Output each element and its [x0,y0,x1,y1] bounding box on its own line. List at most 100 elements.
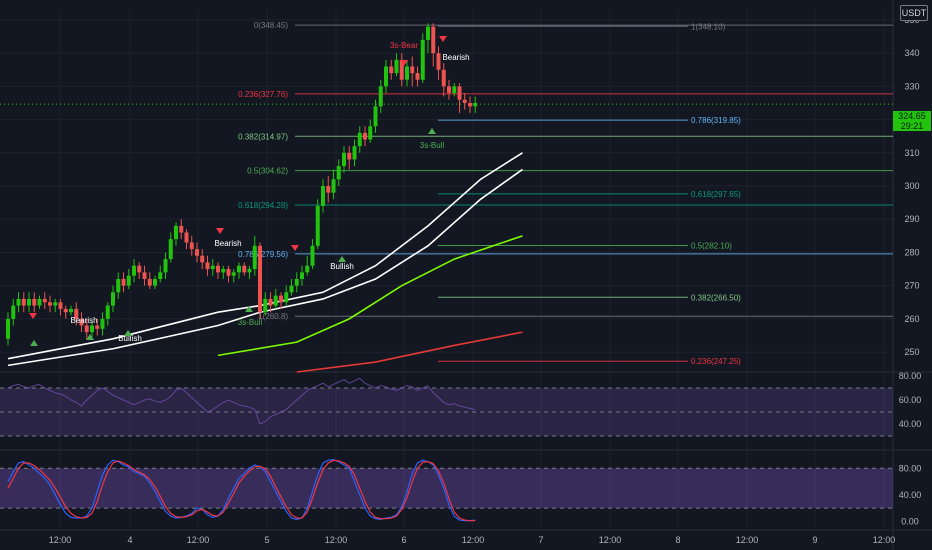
candle[interactable] [42,292,47,309]
candle[interactable] [373,99,378,133]
candle[interactable] [126,269,131,289]
candle[interactable] [100,312,105,336]
candle[interactable] [179,219,184,240]
candle[interactable] [221,265,226,280]
candle[interactable] [195,242,199,263]
candle[interactable] [147,272,152,289]
candle[interactable] [441,63,446,97]
candle[interactable] [326,176,331,203]
currency-selector[interactable]: USDT [900,5,928,21]
candle[interactable] [63,305,68,319]
candle[interactable] [153,275,157,289]
candle[interactable] [368,119,373,143]
candle[interactable] [263,292,268,316]
candle[interactable] [273,288,278,309]
candle[interactable] [95,318,100,336]
candle[interactable] [132,259,136,283]
candle[interactable] [321,179,325,213]
candle[interactable] [294,272,299,293]
candle[interactable] [48,295,52,313]
candle[interactable] [258,242,262,319]
candle[interactable] [158,265,163,283]
candle-body [394,59,399,74]
candle[interactable] [384,59,388,94]
candle[interactable] [53,298,58,313]
candle[interactable] [315,199,320,250]
candle[interactable] [74,302,79,326]
candle[interactable] [58,298,63,316]
candle[interactable] [252,235,257,276]
rsi-panel[interactable] [0,377,893,437]
candle[interactable] [226,265,231,283]
candle[interactable] [210,259,215,276]
candle[interactable] [6,312,10,346]
candle[interactable] [116,272,121,299]
candle[interactable] [357,126,362,153]
stochastic-panel[interactable] [0,459,893,522]
candle[interactable] [268,292,273,313]
candle[interactable] [184,229,189,250]
candle[interactable] [142,265,147,286]
candle[interactable] [473,96,478,113]
candle[interactable] [284,285,289,306]
candle[interactable] [452,83,457,97]
candle[interactable] [415,66,420,87]
candle[interactable] [300,265,304,286]
candle[interactable] [410,56,415,87]
candle[interactable] [363,126,367,147]
candle[interactable] [447,79,451,100]
candle[interactable] [389,59,394,80]
candle[interactable] [242,262,247,276]
candle[interactable] [399,53,404,87]
fib-right-label: 1(348.10) [691,22,726,31]
candle[interactable] [305,255,310,276]
candle[interactable] [90,322,94,339]
candle[interactable] [200,249,205,270]
candle[interactable] [289,279,294,296]
candle[interactable] [405,59,409,87]
candle[interactable] [347,146,352,170]
candle[interactable] [342,146,346,173]
candlesticks[interactable] [6,23,478,346]
candle[interactable] [279,292,283,309]
candle[interactable] [420,33,425,84]
candle[interactable] [174,222,178,246]
candle[interactable] [310,239,315,270]
candle[interactable] [237,262,241,280]
candle[interactable] [394,53,399,77]
candle[interactable] [468,96,472,113]
candle[interactable] [37,295,42,309]
candle[interactable] [168,232,173,263]
candle[interactable] [111,285,115,313]
candle[interactable] [352,139,357,167]
candle[interactable] [16,292,21,313]
candle[interactable] [21,292,26,313]
candle[interactable] [216,262,220,280]
candle[interactable] [32,292,37,313]
candle[interactable] [137,262,142,280]
candle[interactable] [11,298,16,326]
candle[interactable] [247,265,252,280]
candle[interactable] [189,235,194,256]
candle[interactable] [205,255,210,276]
candle[interactable] [462,93,467,110]
candle[interactable] [79,312,84,333]
annotation-label: Bearish [442,53,469,62]
candle[interactable] [231,269,236,283]
candle[interactable] [84,318,89,339]
candle[interactable] [436,46,441,80]
candle[interactable] [336,159,341,187]
candle[interactable] [426,23,430,54]
candle[interactable] [163,252,168,280]
candle[interactable] [457,83,462,113]
candle[interactable] [69,305,73,316]
candle-body [195,249,199,256]
candle[interactable] [121,272,126,293]
candle[interactable] [378,79,383,113]
candle[interactable] [27,292,31,313]
candle[interactable] [331,169,336,200]
candle[interactable] [431,23,436,67]
candle[interactable] [105,302,110,326]
candle-body [294,279,299,286]
